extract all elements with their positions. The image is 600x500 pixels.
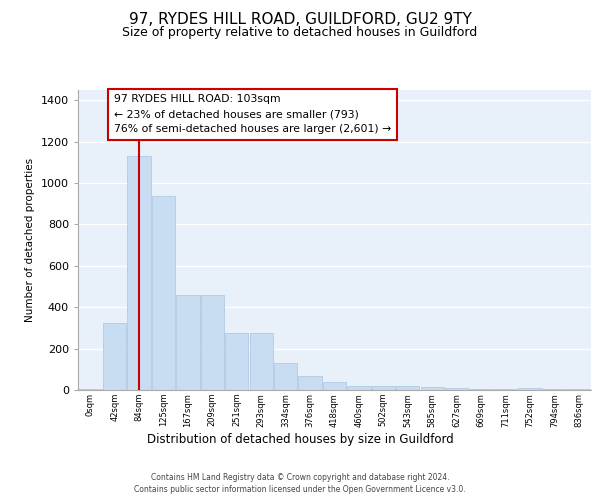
Bar (201, 295, 224, 390)
Bar (323, 382, 346, 390)
Bar (176, 295, 200, 390)
Bar (347, 386, 371, 390)
Bar (298, 376, 322, 390)
Y-axis label: Number of detached properties: Number of detached properties (25, 158, 35, 322)
Text: Size of property relative to detached houses in Guildford: Size of property relative to detached ho… (122, 26, 478, 39)
Bar (372, 386, 395, 390)
Bar (445, 388, 468, 390)
Bar (225, 333, 248, 390)
Bar (421, 387, 444, 390)
Bar (396, 386, 419, 390)
Bar (543, 389, 566, 390)
Text: 97 RYDES HILL ROAD: 103sqm
← 23% of detached houses are smaller (793)
76% of sem: 97 RYDES HILL ROAD: 103sqm ← 23% of deta… (114, 94, 391, 134)
Bar (152, 196, 175, 390)
Text: Contains public sector information licensed under the Open Government Licence v3: Contains public sector information licen… (134, 485, 466, 494)
Text: Contains HM Land Registry data © Crown copyright and database right 2024.: Contains HM Land Registry data © Crown c… (151, 472, 449, 482)
Bar (250, 333, 273, 390)
Bar (469, 389, 493, 390)
Bar (274, 363, 297, 390)
Bar (494, 389, 517, 390)
Bar (103, 323, 126, 390)
Bar (127, 156, 151, 390)
Bar (567, 389, 590, 390)
Bar (518, 388, 542, 390)
Bar (79, 389, 102, 390)
Text: Distribution of detached houses by size in Guildford: Distribution of detached houses by size … (146, 432, 454, 446)
Text: 97, RYDES HILL ROAD, GUILDFORD, GU2 9TY: 97, RYDES HILL ROAD, GUILDFORD, GU2 9TY (128, 12, 472, 28)
